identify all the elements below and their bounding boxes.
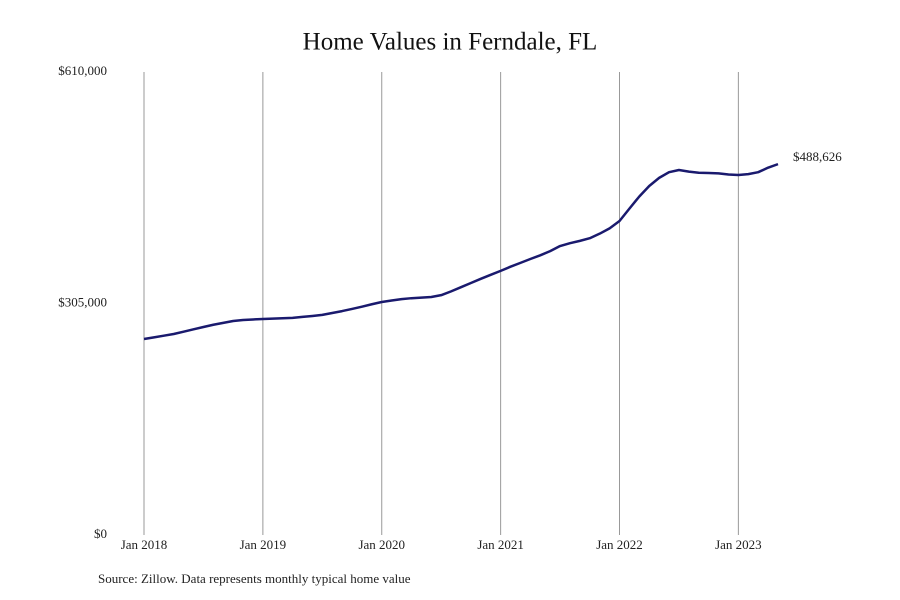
x-tick-label: Jan 2021 <box>477 537 524 552</box>
x-tick-label: Jan 2022 <box>596 537 643 552</box>
line-series <box>143 162 779 341</box>
x-tick-label: Jan 2023 <box>715 537 762 552</box>
chart-title: Home Values in Ferndale, FL <box>303 29 598 56</box>
x-tick-label: Jan 2020 <box>358 537 405 552</box>
source-note: Source: Zillow. Data represents monthly … <box>98 571 411 586</box>
y-tick-label: $0 <box>94 526 107 541</box>
y-tick-label: $305,000 <box>58 294 107 309</box>
x-tick-label: Jan 2019 <box>240 537 287 552</box>
x-tick-label: Jan 2018 <box>121 537 168 552</box>
data-label: $488,626 <box>793 149 842 164</box>
y-tick-label: $610,000 <box>58 63 107 78</box>
